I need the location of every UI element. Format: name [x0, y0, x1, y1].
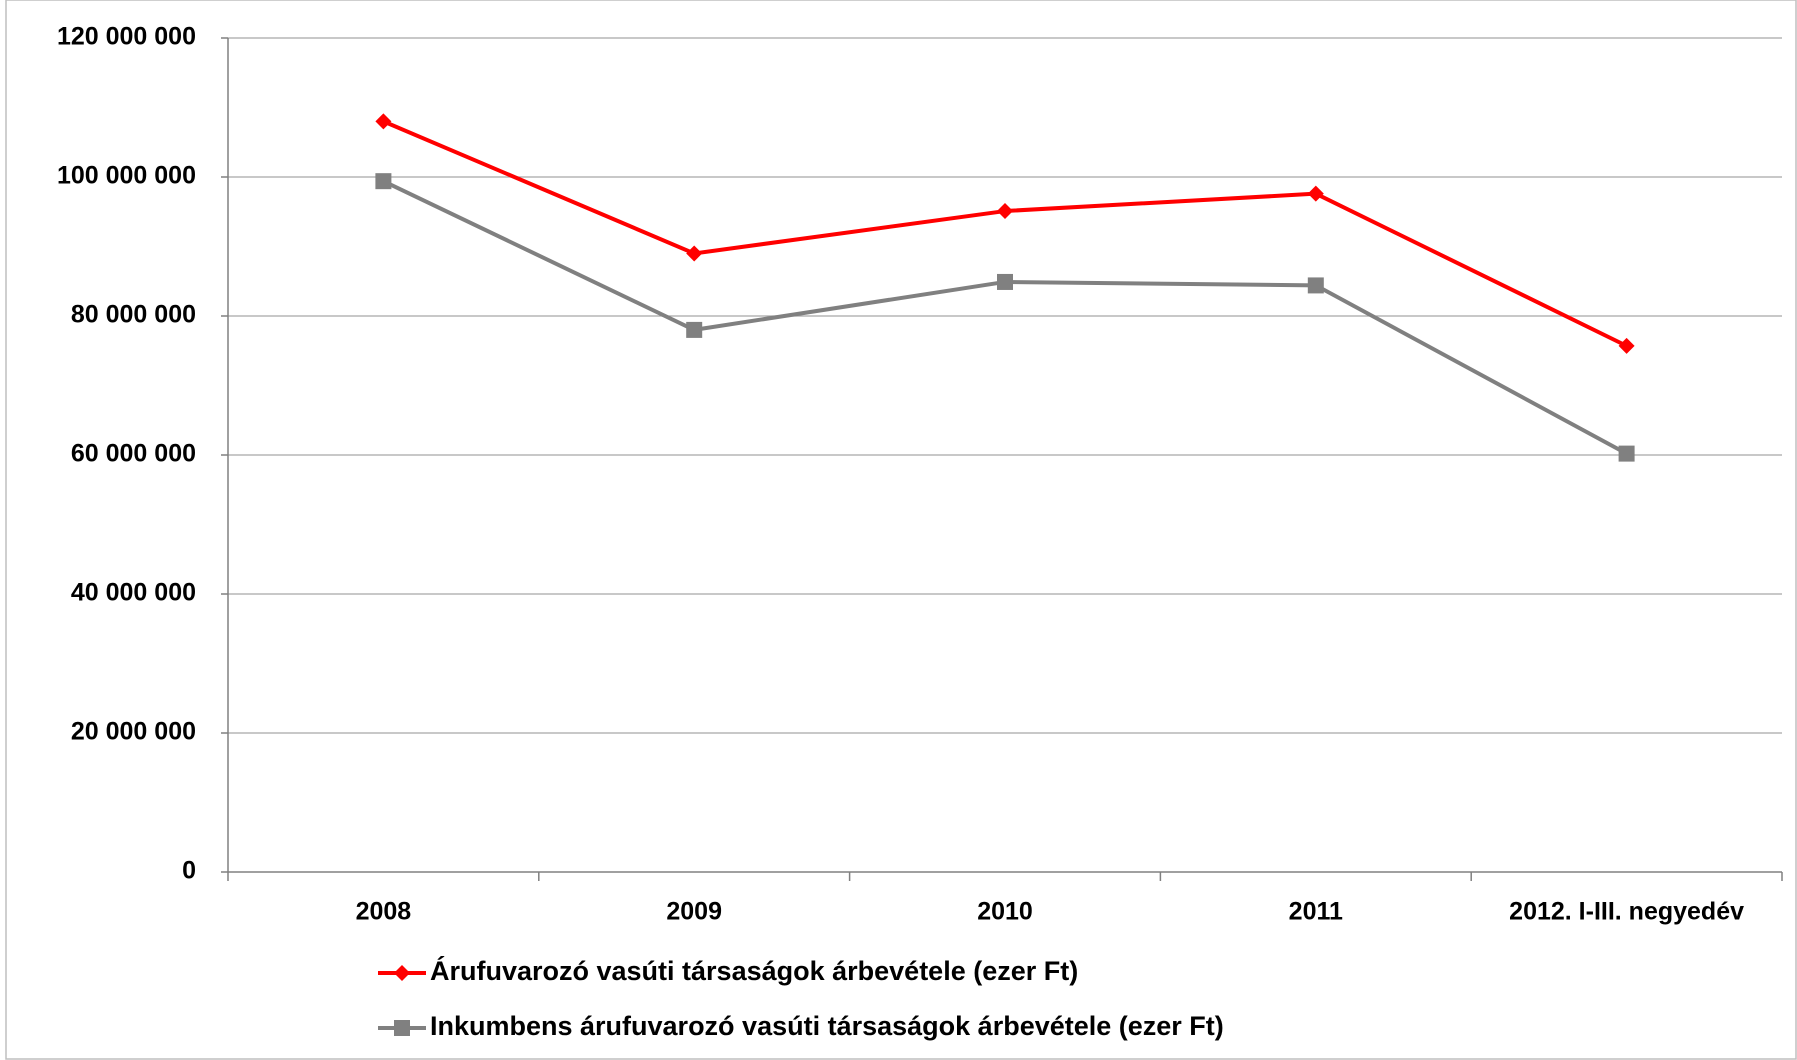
y-tick-label: 100 000 000 — [57, 162, 196, 190]
marker — [997, 273, 1013, 290]
y-tick-label: 80 000 000 — [71, 301, 196, 329]
marker — [394, 965, 410, 981]
marker — [686, 321, 703, 338]
chart-frame — [5, 0, 1797, 1060]
series-line — [382, 179, 1628, 456]
marker — [1307, 277, 1324, 294]
series-line — [382, 119, 1628, 348]
marker — [1307, 185, 1324, 202]
x-tick-label: 2008 — [356, 898, 412, 926]
legend-label: Árufuvarozó vasúti társaságok árbevétele… — [430, 955, 1078, 986]
y-tick-label: 0 — [182, 857, 196, 885]
y-tick-label: 120 000 000 — [57, 23, 196, 51]
x-tick-label: 2011 — [1289, 898, 1343, 926]
y-tick-label: 40 000 000 — [71, 579, 196, 607]
marker — [997, 203, 1013, 220]
marker — [375, 113, 392, 130]
legend-label: Inkumbens árufuvarozó vasúti társaságok … — [430, 1011, 1224, 1041]
y-tick-label: 60 000 000 — [71, 440, 196, 468]
y-tick-label: 20 000 000 — [71, 718, 196, 746]
x-tick-label: 2012. I-III. negyedév — [1509, 898, 1744, 926]
marker — [394, 1020, 410, 1036]
x-tick-label: 2010 — [977, 898, 1033, 926]
marker — [1618, 445, 1635, 462]
marker — [375, 173, 392, 190]
marker — [686, 245, 703, 262]
marker — [1618, 337, 1635, 354]
x-tick-label: 2009 — [666, 898, 722, 926]
